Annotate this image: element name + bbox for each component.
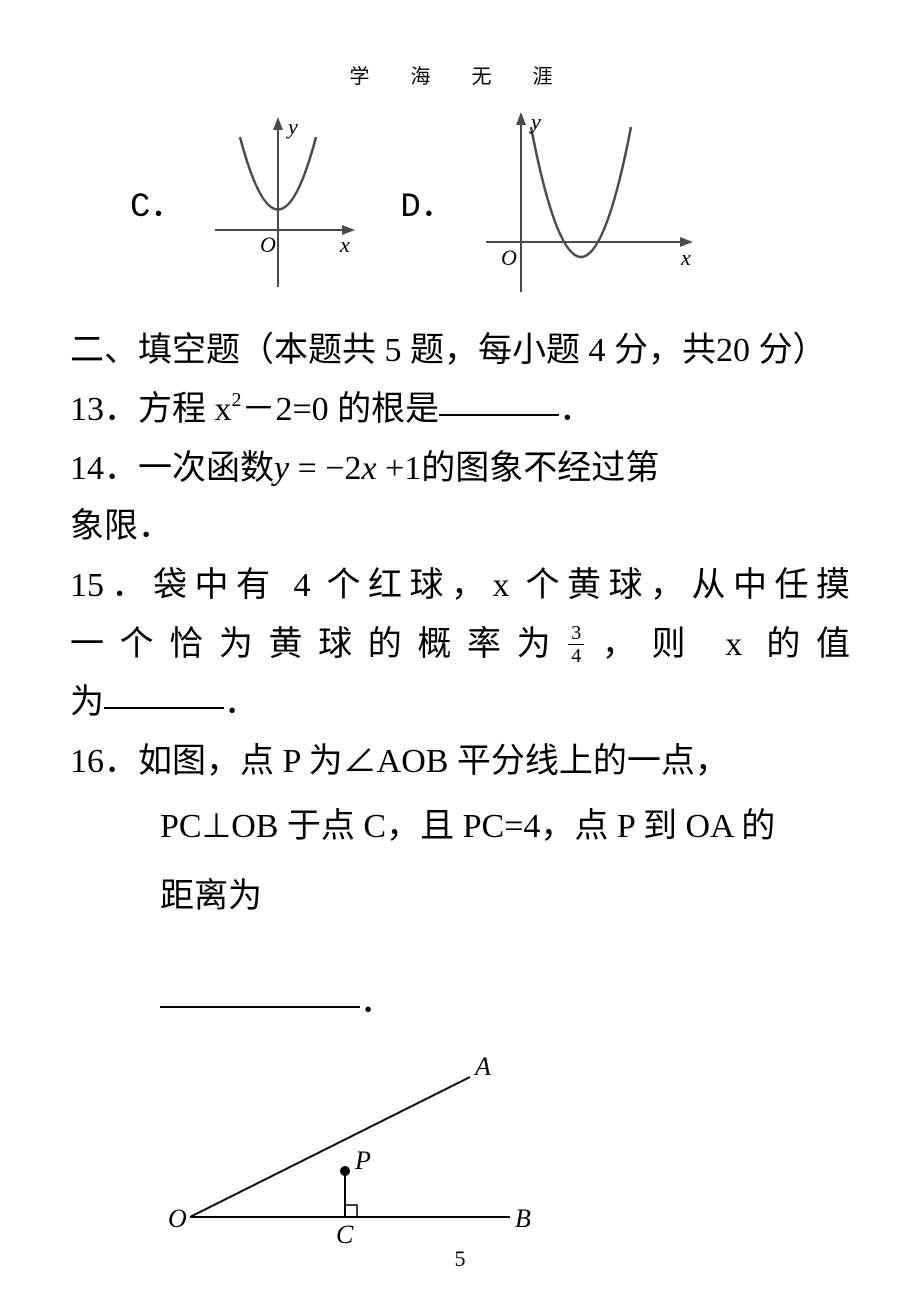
q14-x: x (361, 450, 376, 487)
question-16-line4: ． (70, 970, 850, 1035)
axis-y-label: y (286, 114, 298, 139)
q13-blank (439, 412, 559, 416)
origin-label-d: O (501, 245, 517, 270)
q14-y: y (274, 450, 289, 487)
axis-x-label: x (339, 232, 350, 257)
q15-l2b: ，则 x 的值 (586, 626, 850, 663)
q13-mid: －2=0 的根是 (242, 391, 440, 428)
options-row: C． y x O D． y x O (70, 107, 850, 297)
label-A: A (473, 1052, 491, 1081)
graph-c: y x O (210, 112, 360, 292)
option-d-label: D． (400, 177, 454, 227)
page-header: 学 海 无 涯 (70, 60, 850, 89)
option-c-label: C． (130, 177, 184, 227)
section-title: 二、填空题（本题共 5 题，每小题 4 分，共20 分） (70, 325, 850, 376)
label-O: O (168, 1204, 187, 1233)
question-14-line2: 象限． (70, 501, 850, 554)
q14-prefix: 14．一次函数 (70, 450, 274, 487)
axis-x-label-d: x (680, 245, 691, 270)
question-14: 14．一次函数y = −2x +1的图象不经过第 (70, 443, 850, 496)
question-15-line2: 一个恰为黄球的概率为34，则 x 的值 (70, 619, 850, 672)
q15-frac-den: 4 (568, 645, 584, 666)
question-15-line1: 15．袋中有 4 个红球，x 个黄球，从中任摸 (70, 560, 850, 613)
q15-blank (104, 705, 224, 709)
q15-l2a: 一个恰为黄球的概率为 (70, 626, 566, 663)
question-13: 13．方程 x2－2=0 的根是 ． (70, 384, 850, 437)
geometry-figure: O A B P C (160, 1047, 850, 1262)
origin-label: O (260, 232, 276, 257)
label-P: P (354, 1146, 371, 1175)
q15-frac-num: 3 (568, 623, 584, 645)
label-B: B (515, 1204, 531, 1233)
question-16-line1: 16．如图，点 P 为∠AOB 平分线上的一点， (70, 736, 850, 789)
q14-eq: = −2 (289, 450, 361, 487)
question-16-line3: 距离为 (70, 865, 850, 930)
label-C: C (336, 1220, 354, 1249)
q15-l3b: ． (224, 684, 258, 721)
q16-suffix: ． (360, 983, 394, 1020)
q14-suffix: 的图象不经过第 (421, 450, 659, 487)
question-15-line3: 为． (70, 677, 850, 730)
q14-plus: +1 (377, 450, 422, 487)
q15-l3a: 为 (70, 684, 104, 721)
graph-d: y x O (481, 107, 701, 297)
q13-suffix: ． (559, 391, 593, 428)
q13-prefix: 13．方程 x (70, 391, 232, 428)
page-number: 5 (455, 1246, 466, 1272)
axis-y-label-d: y (529, 109, 541, 134)
question-16-line2: PC⊥OB 于点 C，且 PC=4，点 P 到 OA 的 (70, 795, 850, 860)
q15-fraction: 34 (568, 623, 584, 666)
q16-blank (160, 1004, 360, 1008)
q13-sup: 2 (232, 389, 242, 411)
